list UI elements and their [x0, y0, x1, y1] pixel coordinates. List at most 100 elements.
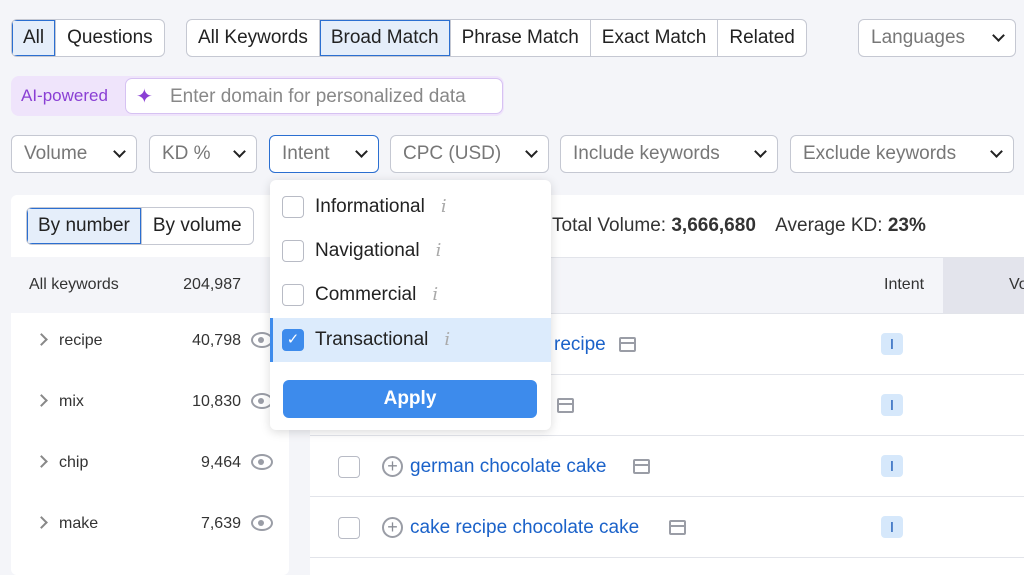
filter-label: Intent — [282, 143, 330, 164]
cpc-filter[interactable]: CPC (USD) — [390, 135, 549, 173]
group-label: mix — [59, 393, 84, 410]
serp-features-icon[interactable] — [633, 459, 650, 474]
option-label: Transactional — [315, 329, 429, 350]
row-checkbox[interactable] — [338, 456, 360, 478]
tab-related[interactable]: Related — [717, 20, 806, 56]
tab-phrase-match[interactable]: Phrase Match — [449, 20, 590, 56]
filter-label: CPC (USD) — [403, 143, 502, 164]
group-item[interactable]: recipe 40,798 — [11, 313, 289, 374]
total-volume-label: Total Volume: — [552, 215, 667, 236]
keyword-link[interactable]: recipe — [554, 334, 606, 355]
serp-features-icon[interactable] — [619, 337, 636, 352]
add-keyword-icon[interactable]: + — [382, 456, 403, 477]
type-tabs: All Questions — [11, 19, 165, 57]
intent-option-commercial[interactable]: Commercial i — [270, 273, 551, 317]
group-count: 10,830 — [192, 393, 241, 410]
match-tabs: All Keywords Broad Match Phrase Match Ex… — [186, 19, 807, 57]
chevron-down-icon — [525, 145, 538, 158]
table-row: + german chocolate cake I — [310, 436, 1024, 497]
chevron-down-icon — [355, 145, 368, 158]
keyword-link[interactable]: cake recipe chocolate cake — [410, 517, 640, 538]
keyword-link[interactable]: german chocolate cake — [410, 456, 607, 477]
volume-column-header[interactable]: Vo — [943, 258, 1024, 313]
intent-option-informational[interactable]: Informational i — [270, 185, 551, 229]
intent-filter[interactable]: Intent — [269, 135, 379, 173]
tab-questions[interactable]: Questions — [55, 20, 164, 56]
intent-badge: I — [881, 394, 903, 416]
info-icon[interactable]: i — [432, 284, 439, 305]
group-item[interactable]: mix 10,830 — [11, 374, 289, 435]
tab-by-number[interactable]: By number — [27, 208, 141, 244]
info-icon[interactable]: i — [444, 329, 451, 350]
sparkle-icon: ✦ — [136, 86, 153, 108]
volume-filter[interactable]: Volume — [11, 135, 137, 173]
languages-label: Languages — [871, 27, 966, 48]
checkbox[interactable] — [282, 284, 304, 306]
total-volume-value: 3,666,680 — [671, 215, 756, 236]
intent-badge: I — [881, 333, 903, 355]
all-keywords-label: All keywords — [29, 276, 119, 293]
all-keywords-count: 204,987 — [183, 276, 241, 293]
average-kd-value: 23% — [887, 215, 926, 236]
option-label: Informational — [315, 196, 425, 217]
checkbox-checked-icon[interactable]: ✓ — [282, 329, 304, 351]
ai-powered-label: AI-powered — [21, 86, 108, 105]
chevron-right-icon[interactable] — [35, 394, 48, 407]
tab-exact-match[interactable]: Exact Match — [589, 20, 718, 56]
tab-all[interactable]: All — [12, 20, 56, 56]
chevron-down-icon — [990, 145, 1003, 158]
tab-broad-match[interactable]: Broad Match — [318, 20, 450, 56]
filter-label: Volume — [24, 143, 88, 164]
kd-filter[interactable]: KD % — [149, 135, 257, 173]
chevron-down-icon — [233, 145, 246, 158]
option-label: Commercial — [315, 284, 417, 305]
filter-label: Exclude keywords — [803, 143, 957, 164]
intent-option-transactional[interactable]: ✓ Transactional i — [270, 318, 551, 362]
option-label: Navigational — [315, 240, 420, 261]
chevron-right-icon[interactable] — [35, 455, 48, 468]
group-count: 40,798 — [192, 332, 241, 349]
serp-features-icon[interactable] — [669, 520, 686, 535]
chevron-right-icon[interactable] — [35, 516, 48, 529]
ai-bar: AI-powered ✦ Enter domain for personaliz… — [11, 76, 504, 116]
intent-badge: I — [881, 516, 903, 538]
include-keywords-filter[interactable]: Include keywords — [560, 135, 778, 173]
filter-label: Include keywords — [573, 143, 720, 164]
keyword-groups-panel: By number By volume All keywords 204,987… — [11, 195, 289, 575]
chevron-down-icon — [113, 145, 126, 158]
chevron-down-icon — [754, 145, 767, 158]
average-kd-label: Average KD: — [775, 215, 883, 236]
summary: Total Volume: 3,666,680 Average KD: 23% — [552, 215, 926, 237]
group-count: 9,464 — [200, 454, 241, 471]
checkbox[interactable] — [282, 196, 304, 218]
apply-button[interactable]: Apply — [283, 380, 537, 418]
group-item[interactable]: chip 9,464 — [11, 435, 289, 496]
intent-badge: I — [881, 455, 903, 477]
group-label: make — [59, 515, 99, 532]
row-checkbox[interactable] — [338, 517, 360, 539]
languages-dropdown[interactable]: Languages — [858, 19, 1016, 57]
tab-by-volume[interactable]: By volume — [140, 208, 253, 244]
info-icon[interactable]: i — [435, 240, 442, 261]
exclude-keywords-filter[interactable]: Exclude keywords — [790, 135, 1014, 173]
intent-dropdown-menu: Informational i Navigational i Commercial i… — [270, 180, 551, 430]
eye-icon[interactable] — [251, 515, 273, 531]
intent-option-navigational[interactable]: Navigational i — [270, 229, 551, 273]
group-item[interactable]: make 7,639 — [11, 496, 289, 557]
group-label: chip — [59, 454, 89, 471]
group-label: recipe — [59, 332, 103, 349]
info-icon[interactable]: i — [440, 196, 447, 217]
domain-placeholder: Enter domain for personalized data — [170, 86, 466, 107]
all-keywords-row[interactable]: All keywords 204,987 — [11, 257, 289, 313]
intent-column-header[interactable]: Intent — [884, 276, 925, 293]
filter-label: KD % — [162, 143, 211, 164]
add-keyword-icon[interactable]: + — [382, 517, 403, 538]
eye-icon[interactable] — [251, 454, 273, 470]
chevron-right-icon[interactable] — [35, 333, 48, 346]
tab-all-keywords[interactable]: All Keywords — [198, 27, 308, 48]
serp-features-icon[interactable] — [557, 398, 574, 413]
checkbox[interactable] — [282, 240, 304, 262]
domain-input[interactable]: ✦ Enter domain for personalized data — [125, 78, 503, 114]
chevron-down-icon — [992, 29, 1005, 42]
group-count: 7,639 — [200, 515, 241, 532]
